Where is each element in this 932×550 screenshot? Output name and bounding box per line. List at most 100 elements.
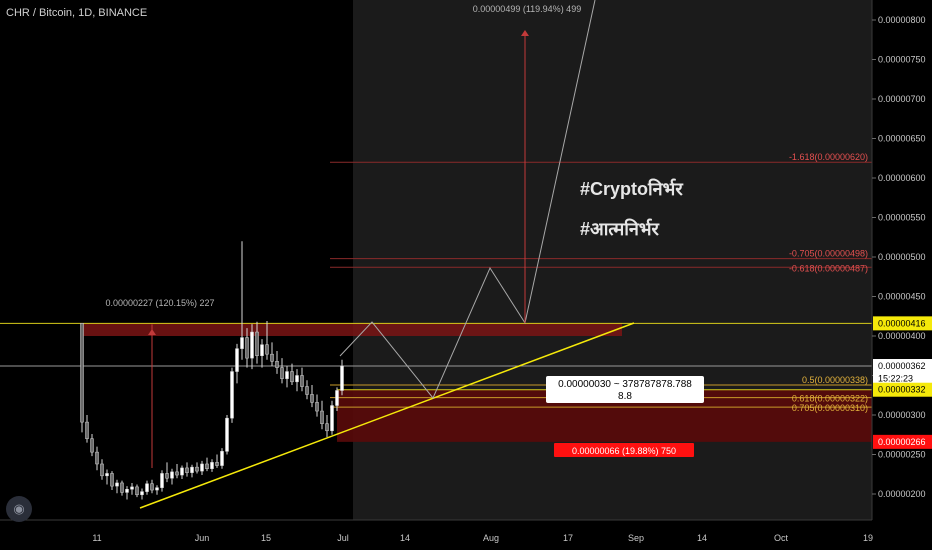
candle-body-22 [190,466,194,473]
y-tick-label-4: 0.00000600 [878,173,926,183]
x-tick-label-4: 14 [400,533,410,543]
measure-down-label: 0.00000066 (19.88%) 750 [572,446,676,456]
fib-label-5: 0.705(0.00000310) [792,403,868,413]
candle-body-32 [240,337,244,349]
candle-body-7 [115,482,119,487]
candle-body-14 [150,483,154,491]
measure-up-arrowhead [148,329,156,335]
x-tick-label-10: 19 [863,533,873,543]
candle-body-0 [80,323,84,423]
candle-body-20 [180,467,184,476]
candle-body-46 [310,394,314,403]
candle-body-49 [325,423,329,432]
price-tag-label-0: 0.00000416 [878,318,926,328]
measure-up-label: 0.00000227 (120.15%) 227 [105,298,214,308]
candle-body-26 [210,462,214,469]
price-tag-2 [873,371,932,386]
fib-label-4: 0.618(0.00000322) [792,394,868,404]
y-tick-label-3: 0.00000650 [878,134,926,144]
measure-target-label: 0.00000499 (119.94%) 499 [473,4,581,14]
candle-body-17 [165,473,169,479]
candle-body-13 [145,483,149,492]
price-tag-label-4: 0.00000266 [878,437,926,447]
candle-body-35 [255,331,259,356]
price-tag-0 [873,316,932,331]
candle-body-27 [215,462,219,466]
hashtag-line-2: #आत्मनिर्भर [580,218,660,239]
candle-body-1 [85,421,89,439]
y-tick-label-0: 0.00000800 [878,15,926,25]
hashtag-line-1: #Cryptoनिर्भर [580,178,683,199]
candle-body-4 [100,463,104,477]
price-tag-label-2: 15:22:23 [878,374,913,384]
candle-body-38 [270,353,274,362]
candle-body-6 [110,473,114,487]
tradingview-logo[interactable]: ◉ [6,496,32,522]
x-tick-label-2: 15 [261,533,271,543]
ascending-trendline [139,322,635,509]
price-tag-label-1: 0.00000362 [878,361,926,371]
candle-body-31 [235,348,239,372]
candle-body-40 [280,367,284,379]
projection-area [353,0,872,520]
candle-body-18 [170,471,174,479]
candle-body-2 [90,438,94,453]
candle-body-21 [185,467,189,473]
x-tick-label-5: Aug [483,533,499,543]
candle-body-47 [315,402,319,412]
candle-body-9 [125,489,129,493]
candle-body-5 [105,473,109,477]
candle-body-51 [335,390,339,406]
ruler-tooltip [546,376,704,403]
candle-body-30 [230,371,234,419]
x-tick-label-9: Oct [774,533,789,543]
price-tag-4 [873,434,932,449]
candle-body-11 [135,486,139,496]
ruler-tooltip-value: 0.00000030 ~ 378787878.788 [558,379,692,390]
candle-body-28 [220,451,224,466]
candle-body-43 [295,375,299,383]
fib-label-1: -0.705(0.00000498) [789,249,868,259]
candle-body-39 [275,361,279,368]
candle-body-16 [160,473,164,488]
fib-label-2: -0.618(0.00000487) [789,263,868,273]
y-tick-label-8: 0.00000400 [878,331,926,341]
y-tick-label-10: 0.00000300 [878,410,926,420]
candle-body-48 [320,410,324,424]
y-tick-label-5: 0.00000550 [878,213,926,223]
candle-body-33 [245,337,249,359]
y-tick-label-2: 0.00000700 [878,94,926,104]
price-tag-1 [873,359,932,374]
candle-body-23 [195,466,199,472]
candle-body-24 [200,463,204,472]
ruler-tooltip-sub: 8.8 [618,391,632,402]
candle-body-15 [155,487,159,491]
x-tick-label-8: 14 [697,533,707,543]
candle-body-10 [130,486,134,490]
price-tag-3 [873,382,932,397]
candle-body-42 [290,371,294,383]
candle-body-19 [175,471,179,476]
candle-body-36 [260,344,264,357]
x-tick-label-6: 17 [563,533,573,543]
measure-target-arrowhead [521,30,529,36]
candle-body-25 [205,463,209,469]
y-tick-label-7: 0.00000450 [878,292,926,302]
x-tick-label-3: Jul [337,533,349,543]
y-tick-label-12: 0.00000200 [878,489,926,499]
x-tick-label-7: Sep [628,533,644,543]
symbol-title: CHR / Bitcoin, 1D, BINANCE [6,7,148,19]
measure-down-box [554,443,694,457]
y-tick-label-1: 0.00000750 [878,55,926,65]
candle-body-50 [330,405,334,432]
candle-body-3 [95,451,99,465]
x-tick-label-1: Jun [195,533,210,543]
x-tick-label-0: 11 [92,533,101,543]
resistance-zone [82,323,622,336]
candle-body-41 [285,371,289,379]
y-tick-label-11: 0.00000250 [878,450,926,460]
fib-label-0: -1.618(0.00000620) [789,152,868,162]
price-axis [872,0,932,550]
candle-body-37 [265,344,269,355]
